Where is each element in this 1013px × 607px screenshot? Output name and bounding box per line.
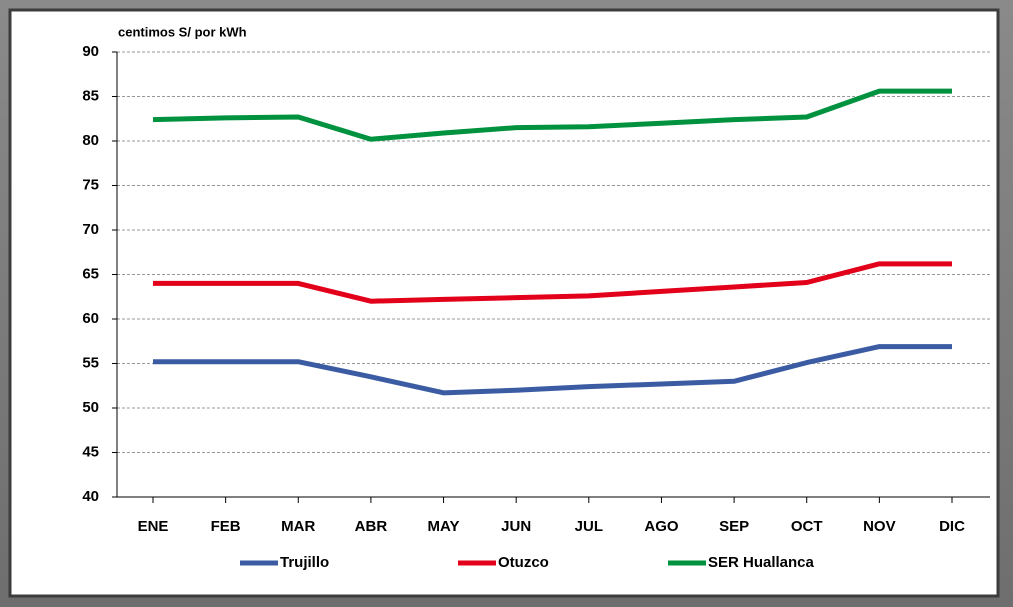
- line-series: [153, 344, 952, 396]
- x-tick-label: NOV: [863, 518, 896, 535]
- chart-panel: [8, 8, 1000, 598]
- legend-label: SER Huallanca: [708, 554, 815, 571]
- y-tick-label: 55: [82, 354, 99, 371]
- x-tick-label: DIC: [939, 518, 965, 535]
- y-tick-label: 85: [82, 87, 99, 104]
- y-tick-label: 50: [82, 399, 99, 416]
- x-tick-label: JUN: [501, 518, 531, 535]
- y-tick-label: 90: [82, 43, 99, 60]
- x-tick-label: JUL: [575, 518, 603, 535]
- x-tick-label: SEP: [719, 518, 749, 535]
- y-tick-label: 65: [82, 265, 99, 282]
- x-tick-label: ABR: [355, 518, 388, 535]
- x-tick-label: AGO: [644, 518, 679, 535]
- x-tick-label: MAR: [281, 518, 315, 535]
- y-tick-label: 80: [82, 132, 99, 149]
- x-tick-label: FEB: [211, 518, 241, 535]
- x-tick-label: OCT: [791, 518, 823, 535]
- legend-label: Otuzco: [498, 554, 549, 571]
- x-tick-label: ENE: [138, 518, 169, 535]
- x-tick-label: MAY: [428, 518, 460, 535]
- line-series: [152, 88, 952, 142]
- y-tick-label: 40: [82, 488, 99, 505]
- y-tick-label: 45: [82, 443, 99, 460]
- y-tick-label: 75: [82, 176, 99, 193]
- line-series: [153, 261, 952, 304]
- y-tick-label: 70: [82, 221, 99, 238]
- y-axis-title: centimos S/ por kWh: [118, 24, 247, 39]
- y-tick-label: 60: [82, 310, 99, 327]
- legend-label: Trujillo: [280, 554, 329, 571]
